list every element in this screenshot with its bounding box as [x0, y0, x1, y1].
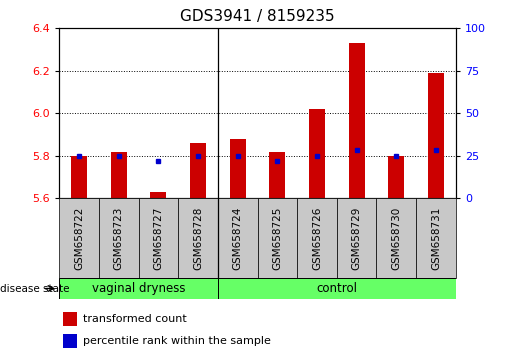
Bar — [258, 198, 297, 278]
Text: GSM658727: GSM658727 — [153, 206, 163, 270]
Bar — [337, 198, 376, 278]
Bar — [99, 198, 139, 278]
Text: GSM658730: GSM658730 — [391, 206, 401, 270]
Bar — [150, 192, 166, 198]
Bar — [218, 198, 258, 278]
Bar — [428, 73, 444, 198]
Text: percentile rank within the sample: percentile rank within the sample — [83, 336, 271, 346]
Text: GSM658723: GSM658723 — [114, 206, 124, 270]
Bar — [178, 198, 218, 278]
Text: vaginal dryness: vaginal dryness — [92, 282, 185, 295]
Bar — [388, 156, 404, 198]
Bar — [269, 152, 285, 198]
Bar — [376, 198, 416, 278]
Text: GSM658725: GSM658725 — [272, 206, 282, 270]
Bar — [111, 152, 127, 198]
Bar — [349, 43, 365, 198]
Text: GSM658728: GSM658728 — [193, 206, 203, 270]
Text: disease state: disease state — [0, 284, 70, 293]
Bar — [71, 156, 87, 198]
Bar — [416, 198, 456, 278]
Text: GSM658731: GSM658731 — [431, 206, 441, 270]
Text: GSM658729: GSM658729 — [352, 206, 362, 270]
Bar — [218, 278, 456, 299]
Text: transformed count: transformed count — [83, 314, 187, 324]
Title: GDS3941 / 8159235: GDS3941 / 8159235 — [180, 9, 335, 24]
Bar — [63, 334, 77, 348]
Bar — [309, 109, 325, 198]
Text: GSM658722: GSM658722 — [74, 206, 84, 270]
Bar — [190, 143, 206, 198]
Bar — [230, 139, 246, 198]
Bar — [139, 198, 178, 278]
Bar — [59, 278, 218, 299]
Text: control: control — [316, 282, 357, 295]
Bar — [297, 198, 337, 278]
Bar — [63, 313, 77, 326]
Text: GSM658726: GSM658726 — [312, 206, 322, 270]
Bar — [59, 198, 99, 278]
Text: GSM658724: GSM658724 — [233, 206, 243, 270]
